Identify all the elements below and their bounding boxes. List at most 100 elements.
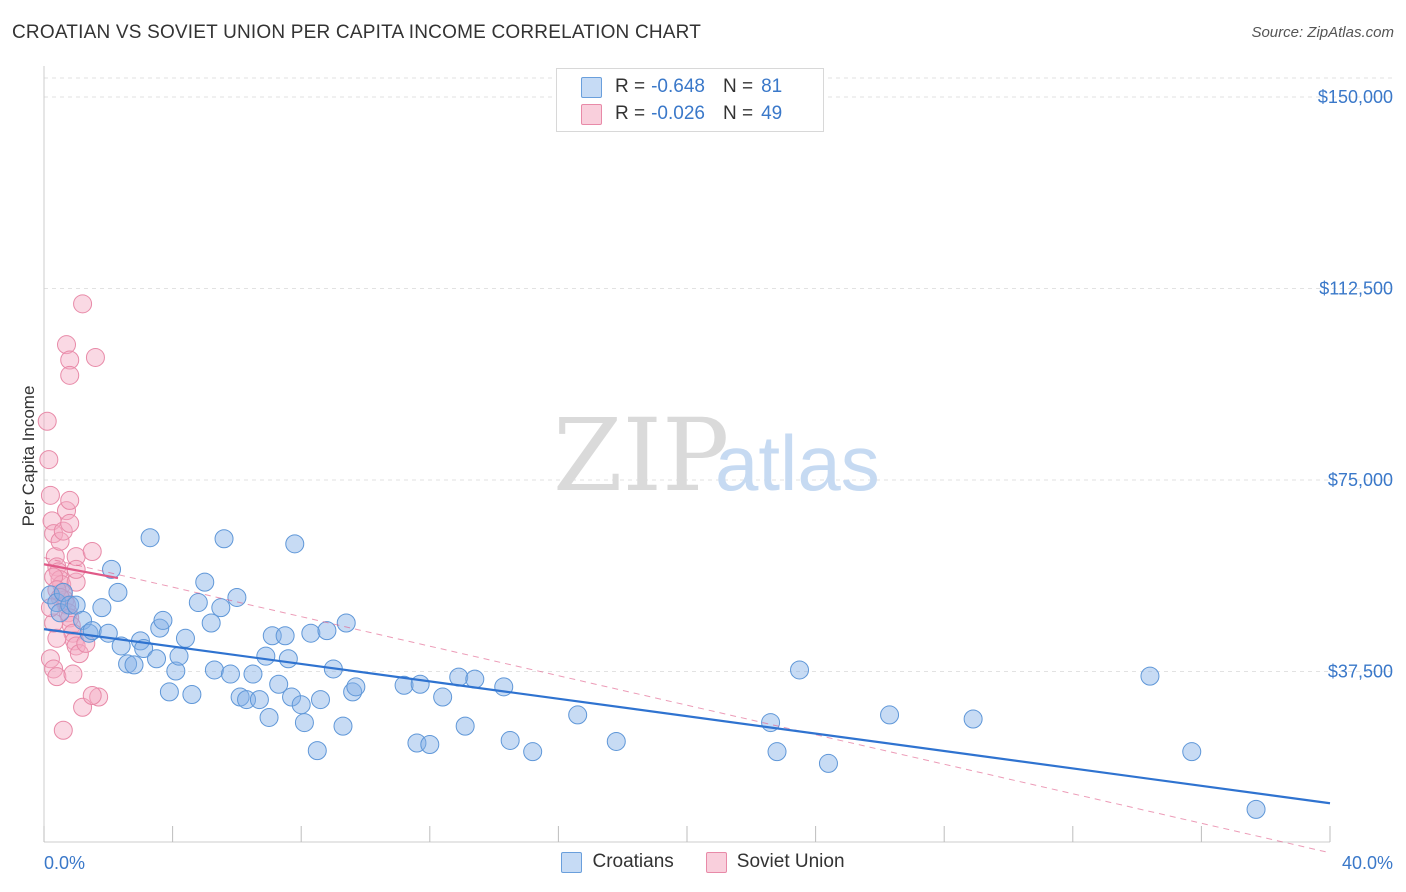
- data-point: [818, 753, 838, 773]
- data-point: [69, 644, 89, 664]
- data-point: [60, 350, 80, 370]
- data-point: [53, 521, 73, 541]
- data-point: [50, 603, 70, 623]
- legend-n-label: N =: [722, 76, 754, 97]
- legend-row-soviet: R = -0.026 N = 49: [581, 102, 782, 126]
- data-point: [60, 513, 80, 533]
- data-point: [317, 621, 337, 641]
- data-point: [63, 664, 83, 684]
- grid-lines: [44, 77, 1396, 672]
- croatians-trend-line: [43, 628, 1331, 805]
- source-credit: Source: ZipAtlas.com: [1251, 24, 1394, 41]
- data-point: [269, 674, 289, 694]
- data-point: [188, 593, 208, 613]
- trend-lines: [43, 557, 1331, 854]
- x-tick-labels: 0.0% 40.0%: [44, 853, 1393, 873]
- data-point: [465, 669, 485, 689]
- data-point: [60, 490, 80, 510]
- watermark: ZIP atlas: [553, 397, 880, 514]
- data-point: [153, 610, 173, 630]
- data-point: [256, 646, 276, 666]
- data-point: [1140, 666, 1160, 686]
- data-point: [53, 582, 73, 602]
- data-point: [175, 628, 195, 648]
- data-point: [82, 541, 102, 561]
- data-point: [394, 675, 414, 695]
- legend-r-label: R =: [615, 103, 646, 124]
- data-point: [523, 742, 543, 762]
- data-point: [60, 365, 80, 385]
- data-point: [790, 660, 810, 680]
- y-axis-label: Per Capita Income: [19, 386, 38, 527]
- data-point: [47, 628, 67, 648]
- legend-row-croatians: R = -0.648 N = 81: [581, 75, 782, 99]
- x-tick-label-left: 0.0%: [44, 853, 85, 873]
- data-point: [346, 677, 366, 697]
- data-point: [214, 529, 234, 549]
- y-tick-label: $75,000: [1328, 470, 1393, 490]
- legend-r-label: R =: [615, 76, 646, 97]
- data-point: [47, 667, 67, 687]
- legend-n-value: 81: [761, 76, 783, 97]
- axes: [43, 66, 1331, 843]
- legend-r-value: -0.648: [651, 76, 705, 97]
- y-tick-label: $150,000: [1318, 87, 1393, 107]
- data-point: [111, 636, 131, 656]
- data-point: [201, 613, 221, 633]
- data-point: [195, 572, 215, 592]
- series-legend-croatians: Croatians: [561, 851, 674, 873]
- data-point: [333, 716, 353, 736]
- data-point: [310, 690, 330, 710]
- data-point: [60, 595, 80, 615]
- data-point: [92, 598, 112, 618]
- data-point: [963, 709, 983, 729]
- data-point: [73, 610, 93, 630]
- y-tick-labels: $37,500 $75,000 $112,500 $150,000: [1318, 87, 1393, 682]
- data-point: [285, 534, 305, 554]
- data-point: [767, 742, 787, 762]
- data-point: [1182, 742, 1202, 762]
- data-point: [1246, 799, 1266, 819]
- series-legend: Croatians Soviet Union: [0, 851, 1406, 873]
- data-point: [282, 687, 302, 707]
- data-point: [40, 485, 60, 505]
- data-point: [336, 613, 356, 633]
- legend: R = -0.648 N = 81 R = -0.026 N = 49: [556, 68, 824, 132]
- data-point: [606, 731, 626, 751]
- data-point: [85, 347, 105, 367]
- data-point: [57, 501, 77, 521]
- data-point: [166, 661, 186, 681]
- data-point: [211, 598, 231, 618]
- data-point: [278, 649, 298, 669]
- soviet-label: Soviet Union: [736, 851, 845, 872]
- croatians-swatch: [561, 851, 583, 873]
- y-tick-label: $37,500: [1328, 662, 1393, 682]
- legend-n-value: 49: [761, 103, 783, 124]
- chart-title: CROATIAN VS SOVIET UNION PER CAPITA INCO…: [12, 22, 702, 43]
- data-point: [249, 690, 269, 710]
- data-point: [568, 705, 588, 725]
- data-point: [44, 613, 64, 633]
- data-point: [880, 705, 900, 725]
- data-point: [140, 528, 160, 548]
- y-tick-label: $112,500: [1319, 279, 1393, 299]
- data-point: [169, 646, 189, 666]
- legend-n-label: N =: [722, 103, 754, 124]
- watermark-zip: ZIP: [553, 397, 729, 514]
- data-point: [291, 695, 311, 715]
- legend-r-value: -0.026: [651, 103, 705, 124]
- data-point: [39, 450, 59, 470]
- data-point: [410, 674, 430, 694]
- data-point: [159, 682, 179, 702]
- data-point: [37, 411, 57, 431]
- data-point: [259, 707, 279, 727]
- legend-swatch-croatians: [581, 76, 602, 98]
- data-point: [182, 684, 202, 704]
- data-point: [433, 687, 453, 707]
- data-point: [102, 559, 122, 579]
- data-point: [455, 716, 475, 736]
- data-point: [150, 618, 170, 638]
- x-tick-label-right: 40.0%: [1342, 853, 1393, 873]
- data-point: [343, 682, 363, 702]
